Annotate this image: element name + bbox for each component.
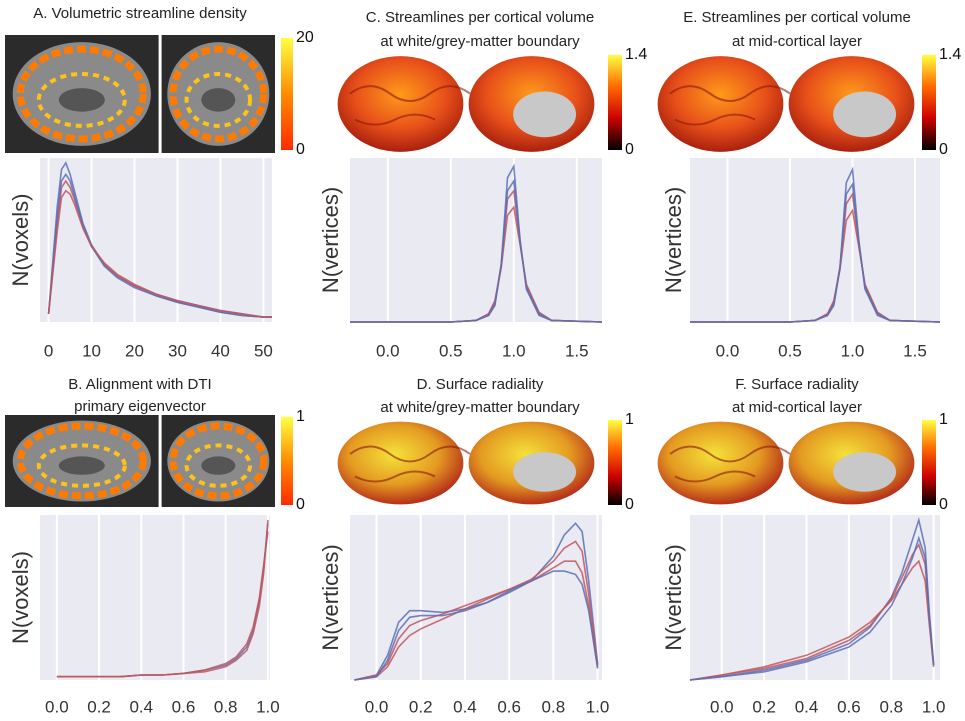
colorbar: [608, 420, 622, 505]
chart-title: E. Streamlines per cortical volume: [683, 9, 911, 26]
x-tick-label: 40: [211, 341, 230, 360]
x-tick-label: 0.2: [409, 697, 433, 716]
x-tick-label: 0.5: [439, 341, 463, 360]
x-tick-label: 0.6: [172, 697, 196, 716]
colorbar: [922, 55, 936, 150]
cortical-surface: [658, 422, 784, 505]
plot-area: [40, 158, 272, 322]
x-tick-label: 1.0: [922, 697, 946, 716]
x-tick-label: 0.8: [214, 697, 238, 716]
cortical-surface: [338, 56, 464, 152]
medial-wall: [513, 452, 576, 492]
x-tick-label: 0.4: [453, 697, 477, 716]
x-tick-label: 1.0: [502, 341, 526, 360]
plot-area: [40, 515, 270, 680]
cortical-surface: [658, 56, 784, 152]
colorbar-tick-label: 0: [625, 496, 634, 513]
x-tick-label: 0.2: [87, 697, 111, 716]
y-axis-label: N(vertices): [661, 187, 686, 293]
x-tick-label: 1.5: [565, 341, 589, 360]
colorbar: [608, 55, 622, 150]
chart-title: at mid-cortical layer: [732, 399, 862, 416]
medial-wall: [833, 92, 896, 138]
colorbar-tick-label: 1: [625, 411, 634, 428]
x-tick-label: 0.4: [795, 697, 819, 716]
x-tick-label: 20: [125, 341, 144, 360]
colorbar-tick-label: 0: [625, 141, 634, 158]
colorbar: [281, 38, 293, 150]
x-tick-label: 0.0: [716, 341, 740, 360]
ventricle: [201, 456, 235, 474]
x-tick-label: 50: [254, 341, 273, 360]
colorbar-tick-label: 0: [296, 141, 305, 158]
colorbar: [281, 417, 293, 505]
colorbar-tick-label: 0: [939, 141, 948, 158]
chart-title: C. Streamlines per cortical volume: [366, 9, 594, 26]
x-tick-label: 0.0: [365, 697, 389, 716]
colorbar-tick-label: 1.4: [625, 46, 647, 63]
figure: A. Volumetric streamline density02001020…: [0, 0, 965, 721]
x-tick-label: 0.0: [710, 697, 734, 716]
ventricle: [201, 88, 235, 112]
chart-title: F. Surface radiality: [735, 376, 859, 393]
colorbar-tick-label: 0: [296, 496, 305, 513]
x-tick-label: 0.6: [837, 697, 861, 716]
x-tick-label: 0: [44, 341, 53, 360]
y-axis-label: N(vertices): [318, 544, 343, 650]
cortical-surface: [338, 422, 464, 505]
chart-title: primary eigenvector: [74, 398, 206, 415]
chart-title: A. Volumetric streamline density: [33, 5, 247, 22]
ventricle: [59, 456, 105, 474]
y-axis-label: N(voxels): [8, 194, 33, 287]
x-tick-label: 1.5: [903, 341, 927, 360]
colorbar: [922, 420, 936, 505]
chart-title: at white/grey-matter boundary: [380, 399, 580, 416]
x-tick-label: 0.2: [752, 697, 776, 716]
x-tick-label: 1.0: [256, 697, 280, 716]
y-axis-label: N(voxels): [8, 551, 33, 644]
colorbar-tick-label: 0: [939, 496, 948, 513]
y-axis-label: N(vertices): [661, 544, 686, 650]
x-tick-label: 0.0: [376, 341, 400, 360]
chart-title: B. Alignment with DTI: [68, 376, 211, 393]
colorbar-tick-label: 1: [296, 408, 305, 425]
x-tick-label: 0.8: [879, 697, 903, 716]
chart-title: at mid-cortical layer: [732, 33, 862, 50]
y-axis-label: N(vertices): [318, 187, 343, 293]
ventricle: [59, 88, 105, 112]
x-tick-label: 0.0: [45, 697, 69, 716]
colorbar-tick-label: 1: [939, 411, 948, 428]
colorbar-tick-label: 20: [296, 29, 314, 46]
chart-title: D. Surface radiality: [417, 376, 544, 393]
x-tick-label: 10: [82, 341, 101, 360]
medial-wall: [833, 452, 896, 492]
x-tick-label: 0.8: [542, 697, 566, 716]
x-tick-label: 30: [168, 341, 187, 360]
x-tick-label: 1.0: [841, 341, 865, 360]
colorbar-tick-label: 1.4: [939, 46, 961, 63]
x-tick-label: 0.6: [497, 697, 521, 716]
x-tick-label: 1.0: [586, 697, 610, 716]
x-tick-label: 0.4: [129, 697, 153, 716]
x-tick-label: 0.5: [778, 341, 802, 360]
chart-title: at white/grey-matter boundary: [380, 33, 580, 50]
medial-wall: [513, 92, 576, 138]
